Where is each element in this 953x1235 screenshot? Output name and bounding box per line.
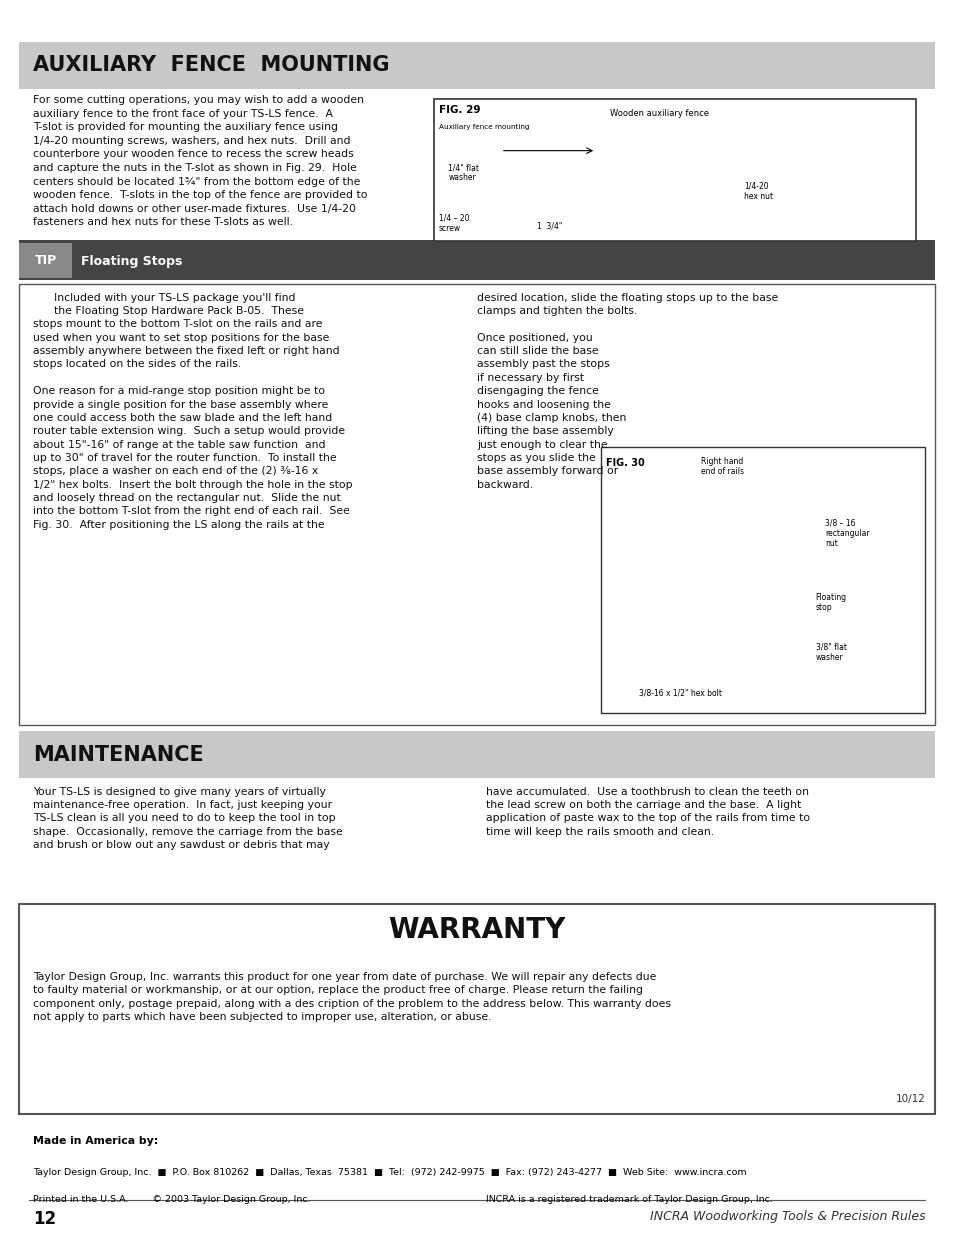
Text: WARRANTY: WARRANTY — [388, 916, 565, 945]
Text: 1/4-20
hex nut: 1/4-20 hex nut — [743, 182, 772, 201]
Bar — [19, 42, 934, 89]
Bar — [434, 99, 915, 241]
Text: 10/12: 10/12 — [895, 1094, 924, 1104]
Text: 3/8" flat
washer: 3/8" flat washer — [815, 642, 845, 662]
Text: Printed in the U.S.A.        © 2003 Taylor Design Group, Inc.: Printed in the U.S.A. © 2003 Taylor Desi… — [33, 1195, 311, 1204]
Text: 1  3/4": 1 3/4" — [537, 221, 562, 230]
Text: Floating
stop: Floating stop — [815, 593, 845, 613]
Text: MAINTENANCE: MAINTENANCE — [33, 745, 204, 764]
Text: Made in America by:: Made in America by: — [33, 1136, 158, 1146]
Text: Floating Stops: Floating Stops — [81, 256, 182, 268]
Bar — [19, 904, 934, 1114]
Text: Taylor Design Group, Inc. warrants this product for one year from date of purcha: Taylor Design Group, Inc. warrants this … — [33, 972, 671, 1023]
Text: Taylor Design Group, Inc.  ■  P.O. Box 810262  ■  Dallas, Texas  75381  ■  Tel: : Taylor Design Group, Inc. ■ P.O. Box 810… — [33, 1168, 746, 1177]
Bar — [600, 447, 924, 713]
Text: Right hand
end of rails: Right hand end of rails — [700, 457, 743, 477]
Text: desired location, slide the floating stops up to the base
clamps and tighten the: desired location, slide the floating sto… — [476, 293, 778, 490]
Text: Included with your TS-LS package you'll find
      the Floating Stop Hardware Pa: Included with your TS-LS package you'll … — [33, 293, 353, 530]
Text: INCRA is a registered trademark of Taylor Design Group, Inc.: INCRA is a registered trademark of Taylo… — [486, 1195, 773, 1204]
Text: AUXILIARY  FENCE  MOUNTING: AUXILIARY FENCE MOUNTING — [33, 56, 390, 75]
Text: TIP: TIP — [34, 254, 57, 267]
Text: INCRA Woodworking Tools & Precision Rules: INCRA Woodworking Tools & Precision Rule… — [649, 1210, 924, 1224]
Text: 3/8 – 16
rectangular
nut: 3/8 – 16 rectangular nut — [824, 519, 869, 548]
Bar — [600, 447, 696, 479]
Text: 1/4" flat
washer: 1/4" flat washer — [448, 163, 478, 183]
Bar — [19, 243, 71, 278]
Bar — [434, 99, 600, 133]
Text: FIG. 29: FIG. 29 — [438, 105, 479, 115]
Text: have accumulated.  Use a toothbrush to clean the teeth on
the lead screw on both: have accumulated. Use a toothbrush to cl… — [486, 787, 810, 837]
Text: 3/8-16 x 1/2" hex bolt: 3/8-16 x 1/2" hex bolt — [639, 689, 721, 698]
Bar — [19, 284, 934, 725]
Text: 1/4 – 20
screw: 1/4 – 20 screw — [438, 214, 469, 233]
Text: Your TS-LS is designed to give many years of virtually
maintenance-free operatio: Your TS-LS is designed to give many year… — [33, 787, 343, 850]
Text: For some cutting operations, you may wish to add a wooden
auxiliary fence to the: For some cutting operations, you may wis… — [33, 95, 368, 227]
Bar — [19, 240, 934, 280]
Text: Auxiliary fence mounting: Auxiliary fence mounting — [438, 124, 529, 130]
Bar — [19, 731, 934, 778]
Text: 12: 12 — [33, 1210, 56, 1229]
Text: Wooden auxiliary fence: Wooden auxiliary fence — [610, 109, 709, 117]
Text: FIG. 30: FIG. 30 — [605, 458, 644, 468]
